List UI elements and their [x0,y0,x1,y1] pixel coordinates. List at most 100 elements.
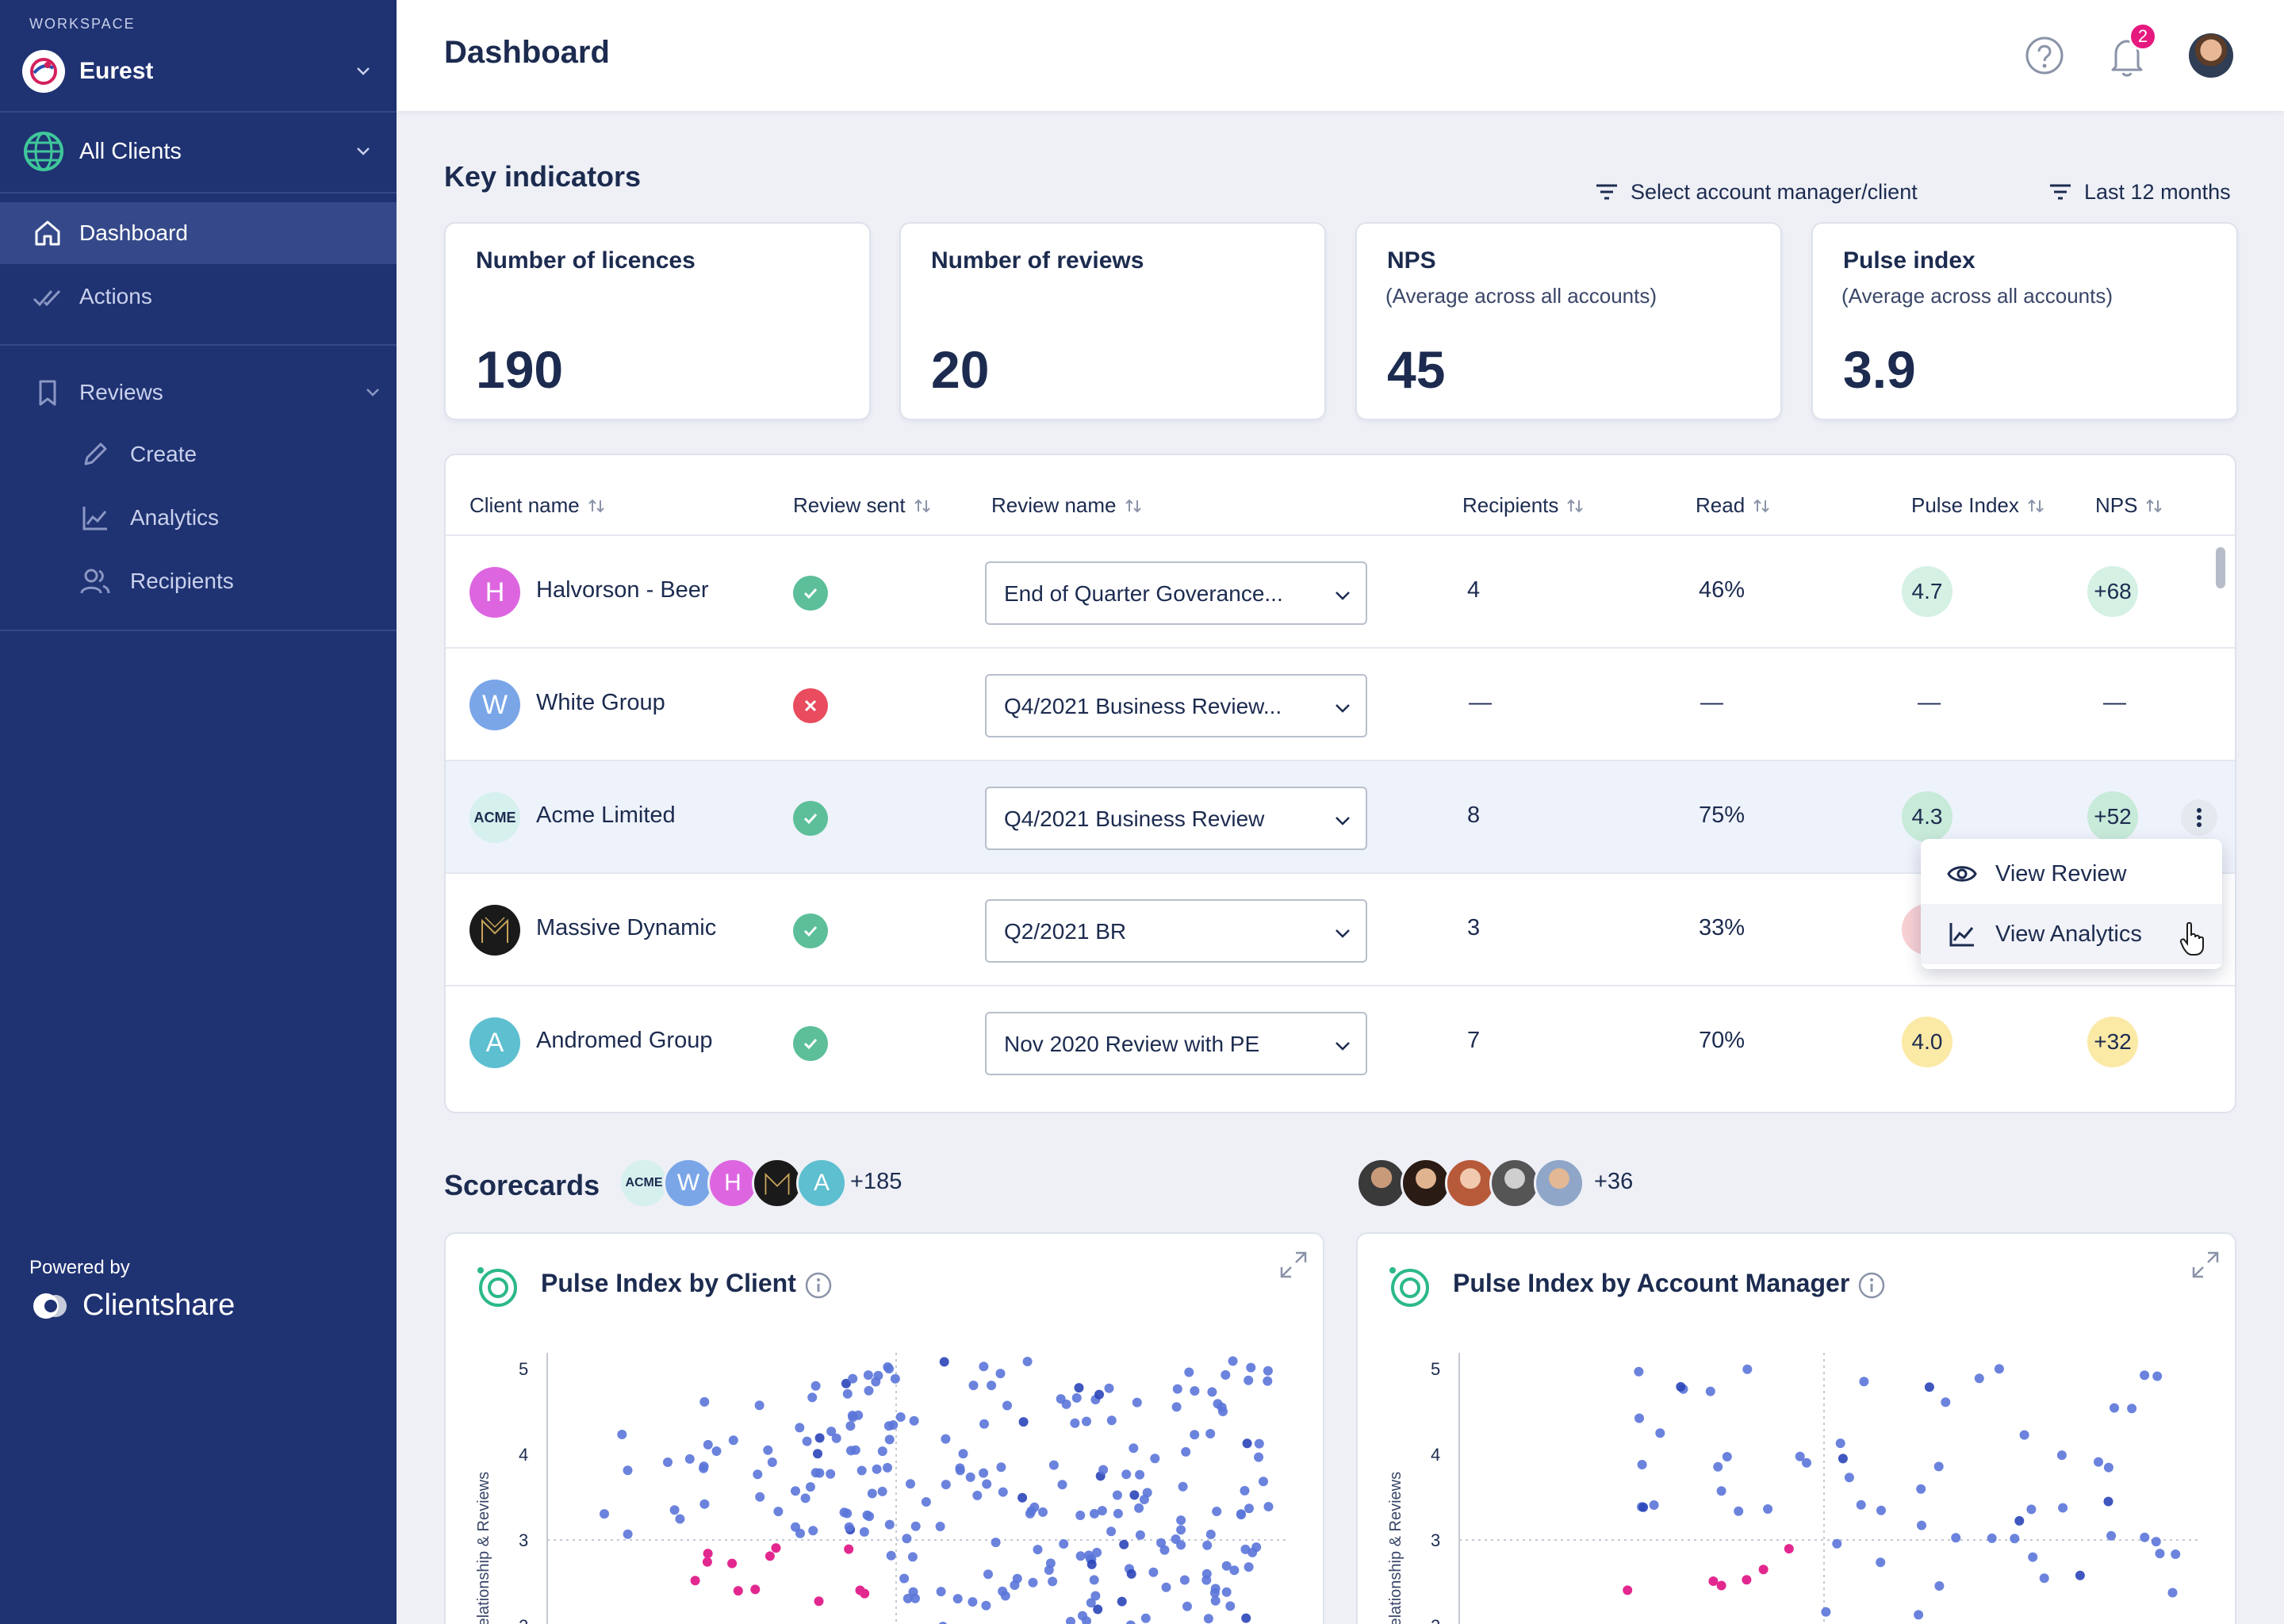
workspace-label: WORKSPACE [29,16,136,32]
scatter-point-low [1708,1576,1719,1586]
scatter-point-low [702,1557,712,1567]
nav-reviews-label: Reviews [79,380,163,404]
scatter-point [910,1521,921,1531]
nav-reviews-create[interactable]: Create [0,427,397,482]
workspace-switcher[interactable]: Eurest [22,46,387,97]
scatter-point [1914,1610,1924,1620]
client-avatar: H [707,1158,758,1208]
clientshare-logo[interactable]: Clientshare [32,1289,235,1323]
table-row[interactable]: A Andromed Group Nov 2020 Review with PE… [446,985,2235,1097]
scatter-point [2110,1403,2119,1413]
scatter-point [808,1526,818,1536]
client-filter-label: All Clients [79,138,182,164]
massive-dynamic-logo [752,1158,803,1208]
scatter-point [939,1357,949,1367]
info-icon[interactable] [1857,1271,1886,1300]
header-read[interactable]: Read [1696,493,1772,518]
powered-by-label: Powered by [29,1257,130,1278]
scatter-point [1795,1451,1805,1461]
sort-icon [914,499,930,512]
double-check-icon [32,281,63,312]
header-client-name[interactable]: Client name [469,493,607,518]
table-row[interactable]: H Halvorson - Beer End of Quarter Govera… [446,534,2235,647]
header-recipients[interactable]: Recipients [1462,493,1585,518]
bell-icon[interactable] [2106,35,2148,79]
review-select[interactable]: Q4/2021 Business Review [985,787,1367,850]
chevron-down-icon [1336,592,1350,600]
client-filter-switcher[interactable]: All Clients [22,127,387,176]
scatter-point [2140,1370,2150,1381]
review-select[interactable]: Q4/2021 Business Review... [985,674,1367,737]
table-scrollbar[interactable] [2216,547,2225,588]
scatter-point [1246,1362,1256,1373]
recipients-count: 3 [1467,915,1481,940]
help-icon[interactable] [2024,35,2065,76]
scatter-point [753,1469,763,1480]
scatter-point [941,1434,951,1444]
expand-icon[interactable] [1278,1250,1309,1280]
expand-icon[interactable] [2190,1250,2221,1280]
review-select[interactable]: Nov 2020 Review with PE [985,1012,1367,1075]
y-tick-label: 5 [1431,1359,1440,1379]
scatter-point [813,1449,822,1459]
scatter-point [1876,1505,1886,1515]
kpi-card-licences: Number of licences 190 [444,222,871,420]
scatter-point [1637,1460,1647,1469]
scatter-point [1221,1369,1231,1380]
account-manager-filter[interactable]: Select account manager/client [1594,179,1918,205]
scatter-point [773,1507,784,1517]
user-avatar[interactable] [2189,33,2233,78]
header-review-name[interactable]: Review name [991,493,1144,518]
users-icon [79,565,111,597]
y-tick-label: 5 [519,1359,528,1379]
pulse-index-badge: 4.3 [1902,791,1953,842]
scatter-point [791,1486,800,1496]
scatter-point [1716,1486,1726,1496]
info-icon[interactable] [804,1271,833,1300]
nav-reviews-recipients[interactable]: Recipients [0,553,397,609]
scatter-point [826,1427,837,1437]
review-select[interactable]: End of Quarter Goverance... [985,561,1367,625]
massive-dynamic-logo [469,905,520,956]
scatter-point [1205,1429,1216,1438]
nav-reviews-analytics[interactable]: Analytics [0,490,397,546]
table-row[interactable]: W White Group Q4/2021 Business Review...… [446,647,2235,760]
scatter-point-low [750,1584,761,1595]
check-icon [793,1026,828,1061]
scatter-point [811,1381,821,1391]
nav-reviews[interactable]: Reviews [0,362,397,423]
header-nps[interactable]: NPS [2095,493,2164,518]
scatter-point [1917,1520,1926,1530]
scatter-point [1029,1502,1040,1512]
scatter-point [1140,1613,1151,1623]
manager-avatar-stack[interactable] [1356,1158,1594,1208]
header-pulse-index[interactable]: Pulse Index [1911,493,2046,518]
scatter-point [1033,1545,1043,1555]
pencil-icon [79,439,111,470]
period-filter[interactable]: Last 12 months [2048,179,2231,205]
nav-actions[interactable]: Actions [0,266,397,327]
header-review-sent[interactable]: Review sent [793,493,933,518]
menu-view-analytics[interactable]: View Analytics [1921,904,2222,964]
row-menu-button[interactable] [2181,799,2217,836]
menu-view-review[interactable]: View Review [1921,844,2222,904]
header-label: Review name [991,493,1117,517]
scatter-point [1190,1430,1200,1440]
recipients-count: — [1469,690,1492,715]
header-label: NPS [2095,493,2138,517]
client-avatar: W [663,1158,714,1208]
hand-cursor-icon [2179,921,2204,956]
recipients-count: 8 [1467,802,1481,828]
review-select[interactable]: Q2/2021 BR [985,899,1367,963]
scatter-point [1974,1373,1984,1384]
pulse-index-value: — [1918,690,1941,715]
scatter-point [1254,1438,1264,1449]
review-select-value: Nov 2020 Review with PE [1004,1032,1260,1056]
scatter-point [2010,1534,2020,1544]
nav-dashboard[interactable]: Dashboard [0,202,397,264]
client-name: Acme Limited [536,802,676,828]
scatter-point [1649,1500,1659,1510]
scatter-point [1086,1598,1096,1608]
scatter-point [2167,1588,2178,1598]
client-avatar-stack[interactable]: ACME W H A [619,1158,856,1208]
